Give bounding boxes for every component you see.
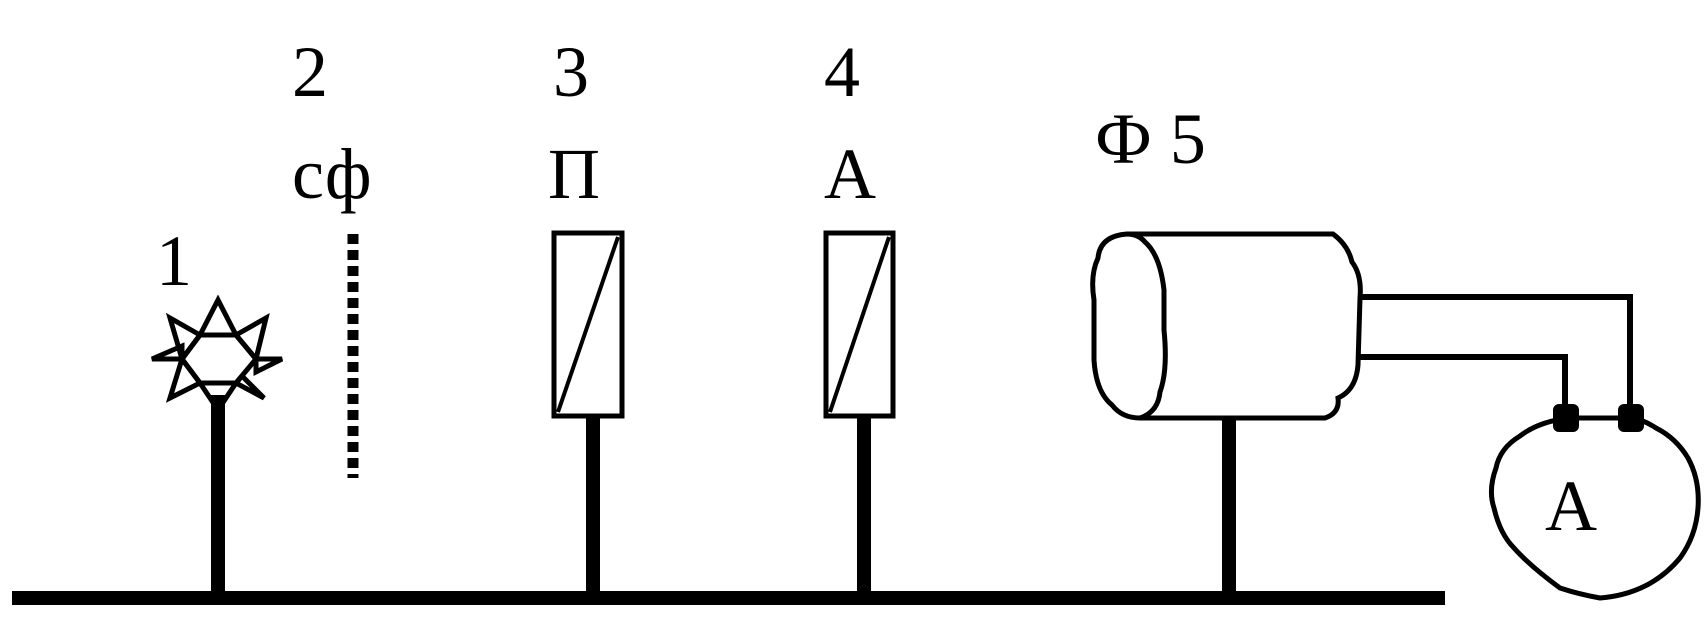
polarizer-name: П xyxy=(548,134,600,214)
light-source-number: 1 xyxy=(156,221,192,301)
polarizer: 3 П xyxy=(548,32,625,598)
polarizer-axis xyxy=(556,236,620,413)
light-filter: 2 сф xyxy=(292,32,372,478)
ammeter-label: А xyxy=(1545,466,1597,546)
analyzer-axis xyxy=(828,236,891,413)
ammeter-body xyxy=(1488,415,1701,601)
photocell-body xyxy=(1127,231,1363,421)
analyzer-name: А xyxy=(824,134,876,214)
light-filter-number: 2 xyxy=(292,32,328,112)
polarizer-number: 3 xyxy=(553,32,589,112)
wire-lower xyxy=(1360,354,1568,418)
light-filter-name: сф xyxy=(292,134,372,214)
light-source: 1 xyxy=(151,221,284,598)
ammeter-terminal-left xyxy=(1553,404,1579,432)
photocell: Ф 5 xyxy=(1090,99,1363,598)
analyzer-number: 4 xyxy=(824,32,860,112)
light-source-icon xyxy=(151,294,284,415)
ammeter-terminal-right xyxy=(1618,404,1644,432)
photocell-label: Ф 5 xyxy=(1095,99,1206,179)
analyzer: 4 А xyxy=(823,32,896,598)
photocell-window xyxy=(1090,231,1168,421)
ammeter: А xyxy=(1488,404,1701,601)
wires xyxy=(1360,294,1633,418)
wire-upper xyxy=(1360,294,1633,418)
